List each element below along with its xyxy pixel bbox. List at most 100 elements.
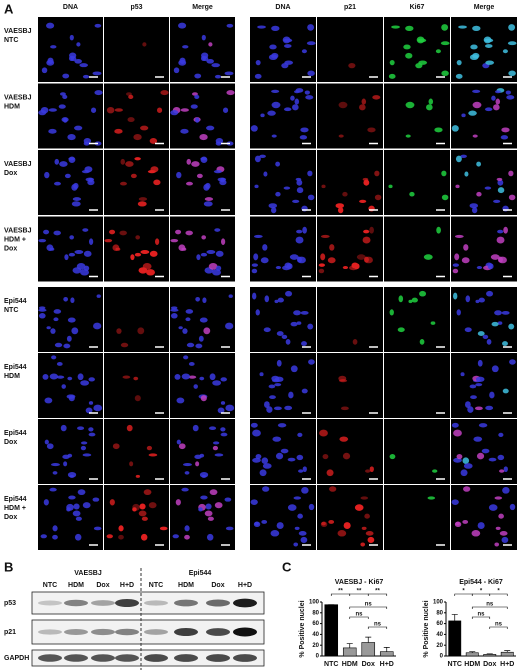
lane-label: Dox — [96, 582, 109, 589]
nucleus — [493, 104, 500, 111]
significance-bracket — [489, 626, 508, 629]
protein-label: p53 — [4, 600, 16, 607]
nucleus — [499, 531, 508, 536]
nucleus — [495, 526, 501, 530]
nucleus — [436, 226, 441, 234]
nucleus — [340, 406, 349, 411]
nucleus — [508, 194, 516, 201]
x-tick-label: Dox — [362, 661, 375, 668]
nucleus — [183, 355, 189, 360]
nucleus — [274, 383, 282, 387]
significance-bracket — [367, 593, 388, 596]
nucleus — [59, 161, 68, 167]
nucleus — [365, 531, 374, 536]
nucleus — [476, 452, 485, 460]
band — [206, 628, 230, 636]
nucleus — [46, 59, 55, 66]
nucleus — [212, 441, 220, 445]
nucleus — [465, 401, 471, 408]
nucleus — [205, 503, 212, 510]
nucleus — [77, 426, 85, 430]
nucleus — [207, 516, 214, 521]
nucleus — [472, 25, 481, 32]
nucleus — [77, 489, 86, 496]
lane-label: HDM — [68, 582, 84, 589]
nucleus — [71, 327, 79, 335]
nucleus — [92, 71, 102, 76]
nucleus — [147, 169, 156, 174]
nucleus — [199, 376, 205, 381]
nucleus — [496, 177, 503, 181]
nucleus — [135, 474, 141, 478]
nucleus — [203, 327, 211, 335]
nucleus — [307, 194, 315, 201]
nucleus — [502, 341, 508, 347]
nucleus — [503, 466, 508, 473]
nucleus — [461, 257, 470, 264]
nucleus — [267, 110, 276, 116]
nucleus — [468, 110, 477, 116]
column-header: Ki67 — [410, 4, 425, 11]
nucleus — [64, 173, 71, 179]
nucleus — [83, 265, 90, 271]
nucleus — [194, 454, 202, 460]
nucleus — [53, 230, 61, 236]
chart-title: VAESBJ - Ki67 — [335, 579, 384, 586]
nucleus — [44, 171, 50, 179]
nucleus — [106, 534, 113, 539]
nucleus — [82, 502, 91, 509]
nucleus — [389, 60, 395, 66]
band — [233, 654, 257, 662]
nucleus — [200, 395, 207, 402]
nucleus — [50, 328, 56, 334]
significance-label: ns — [495, 622, 503, 628]
nucleus — [494, 542, 500, 547]
nucleus — [255, 309, 260, 316]
nucleus — [175, 499, 181, 506]
nucleus — [188, 375, 197, 379]
nucleus — [285, 338, 291, 345]
nucleus — [220, 401, 226, 405]
nucleus — [217, 407, 225, 414]
nucleus — [204, 197, 214, 201]
nucleus — [469, 54, 479, 61]
nucleus — [82, 228, 89, 232]
nucleus — [363, 229, 370, 234]
nucleus — [54, 342, 63, 348]
nucleus — [148, 502, 157, 509]
column-header: Merge — [474, 4, 495, 11]
significance-label: * — [462, 589, 465, 595]
nucleus — [90, 107, 97, 113]
nucleus — [74, 533, 82, 541]
nucleus — [255, 60, 261, 66]
nucleus — [88, 432, 96, 437]
nucleus — [301, 388, 308, 394]
nucleus — [486, 338, 492, 345]
nucleus — [268, 203, 277, 209]
nucleus — [206, 249, 216, 255]
nucleus — [254, 73, 262, 79]
nucleus — [194, 94, 200, 99]
nucleus — [271, 25, 280, 32]
band — [38, 654, 62, 662]
nucleus — [360, 496, 369, 500]
nucleus — [498, 432, 504, 438]
nucleus — [277, 297, 284, 303]
nucleus — [322, 453, 329, 460]
nucleus — [53, 309, 62, 314]
nucleus — [153, 179, 161, 186]
nucleus — [49, 373, 59, 380]
nucleus — [220, 427, 226, 432]
nucleus — [60, 424, 67, 432]
nucleus — [284, 405, 293, 411]
nucleus — [88, 238, 94, 245]
nucleus — [73, 503, 80, 510]
nucleus — [180, 128, 189, 134]
row-label-line: Epi544 — [4, 364, 27, 371]
nucleus — [506, 95, 515, 100]
nucleus — [301, 487, 309, 494]
nucleus — [426, 104, 433, 111]
nucleus — [453, 429, 462, 437]
nucleus — [337, 207, 344, 214]
nucleus — [374, 194, 382, 201]
